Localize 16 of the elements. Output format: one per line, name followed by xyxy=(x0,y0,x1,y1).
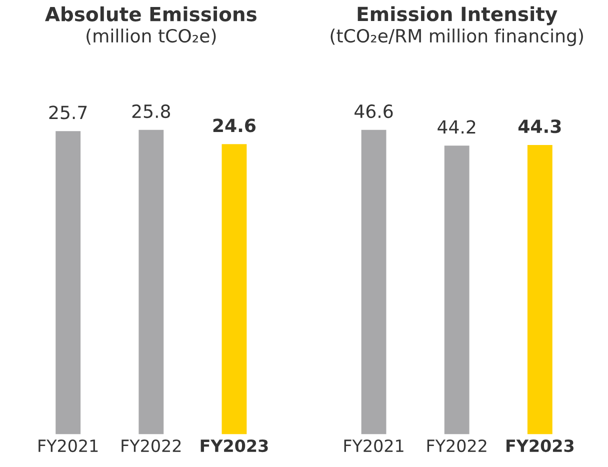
data-label: 24.6 xyxy=(213,118,256,132)
x-tick-label: FY2022 xyxy=(122,439,181,452)
data-label: 44.3 xyxy=(518,119,561,134)
chart-title: Absolute Emissions xyxy=(45,6,256,22)
x-tick-label: FY2022 xyxy=(427,439,486,452)
data-label: 25.7 xyxy=(49,106,87,120)
x-tick-label: FY2023 xyxy=(506,439,574,452)
data-label: 25.8 xyxy=(132,104,170,118)
chart-subtitle: (tCO₂e/RM million financing) xyxy=(330,28,583,46)
x-tick-label: FY2021 xyxy=(38,439,98,452)
data-label: 46.6 xyxy=(354,104,393,118)
data-label: 44.2 xyxy=(438,120,476,134)
x-tick-label: FY2021 xyxy=(344,439,404,452)
x-tick-label: FY2023 xyxy=(200,439,268,452)
chart-title: Emission Intensity xyxy=(358,6,558,26)
chart-subtitle: (million tCO₂e) xyxy=(86,28,216,45)
